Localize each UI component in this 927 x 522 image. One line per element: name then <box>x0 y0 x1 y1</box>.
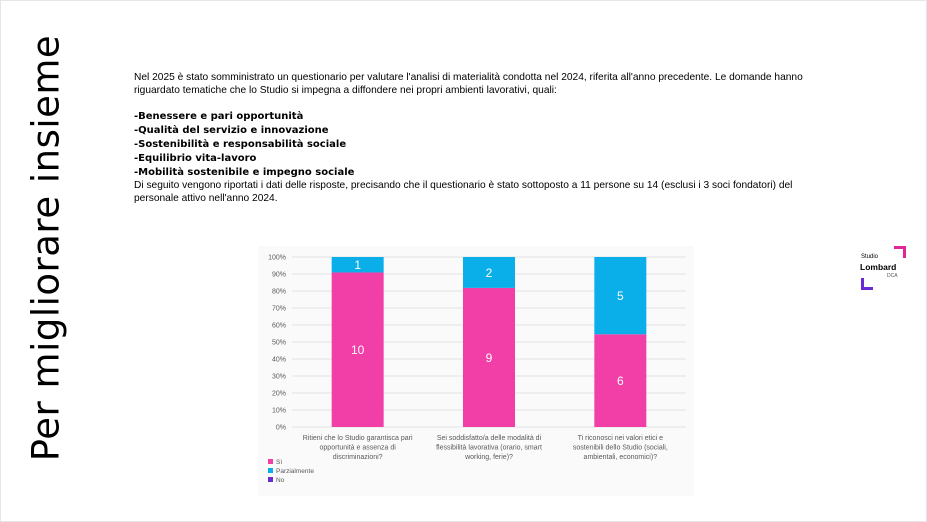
y-tick-label: 10% <box>272 408 286 415</box>
category-label: Ritieni che lo Studio garantisca pari <box>303 435 413 442</box>
category-label: ambientali, economici)? <box>584 454 658 461</box>
category-label: Ti riconosci nei valori etici e <box>578 435 663 442</box>
bar-segment <box>594 257 647 335</box>
legend-label: Sì <box>276 459 282 466</box>
data-label: 5 <box>617 289 624 303</box>
logo-line1: Studio <box>861 254 879 260</box>
y-tick-label: 50% <box>272 340 286 347</box>
y-tick-label: 20% <box>272 391 286 398</box>
logo-line3: DCA <box>887 273 898 279</box>
data-label: 9 <box>486 351 493 365</box>
y-tick-label: 0% <box>276 425 286 432</box>
category-label: opportunità e assenza di <box>320 445 397 452</box>
data-label: 2 <box>486 266 493 280</box>
category-label: sostenibili dello Studio (sociali, <box>573 445 668 452</box>
logo-corner-pink <box>894 246 906 258</box>
topic-item: -Equilibrio vita-lavoro <box>134 153 257 164</box>
topic-item: -Qualità del servizio e innovazione <box>134 125 329 136</box>
data-label: 6 <box>617 374 624 388</box>
note-paragraph: Di seguito vengono riportati i dati dell… <box>134 180 793 204</box>
topics-list: -Benessere e pari opportunità -Qualità d… <box>134 110 834 180</box>
category-label: working, ferie)? <box>464 454 513 461</box>
bar-segment <box>331 272 384 427</box>
legend-swatch <box>268 477 273 482</box>
y-tick-label: 60% <box>272 323 286 330</box>
legend-swatch <box>268 468 273 473</box>
logo-corner-purple <box>861 278 873 290</box>
intro-paragraph: Nel 2025 è stato somministrato un questi… <box>134 72 803 96</box>
logo-line2: Lombard <box>860 262 897 272</box>
studio-logo: Studio Lombard DCA <box>858 244 906 290</box>
topic-item: -Benessere e pari opportunità <box>134 111 304 122</box>
bar-segment <box>463 287 515 427</box>
side-title-text: Per migliorare insieme <box>24 34 68 462</box>
bar-segment <box>594 334 647 427</box>
legend-label: Parzialmente <box>276 468 314 475</box>
bar-segment <box>463 257 515 288</box>
y-tick-label: 30% <box>272 374 286 381</box>
side-title: Per migliorare insieme <box>16 20 76 476</box>
y-tick-label: 100% <box>268 255 286 262</box>
y-tick-label: 90% <box>272 272 286 279</box>
data-label: 1 <box>354 258 361 272</box>
legend-label: No <box>276 477 285 484</box>
category-label: flessibilità lavorativa (orario, smart <box>436 445 542 452</box>
topic-item: -Sostenibilità e responsabilità sociale <box>134 139 347 150</box>
survey-chart: 0% 10% 20% 30% 40% 50% 60% 70% 80% 90% 100% 10 1 Riti… <box>258 246 694 496</box>
category-label: Sei soddisfatto/a delle modalità di <box>437 435 542 442</box>
y-tick-label: 40% <box>272 357 286 364</box>
legend-swatch <box>268 459 273 464</box>
topic-item: -Mobilità sostenibile e impegno sociale <box>134 167 355 178</box>
y-tick-label: 70% <box>272 306 286 313</box>
category-label: discriminazioni? <box>333 454 383 461</box>
bar-segment <box>331 257 384 273</box>
data-label: 10 <box>351 343 365 357</box>
body-text: Nel 2025 è stato somministrato un questi… <box>134 72 834 205</box>
y-tick-label: 80% <box>272 289 286 296</box>
chart-svg: 0% 10% 20% 30% 40% 50% 60% 70% 80% 90% 100% 10 1 Riti… <box>268 255 686 484</box>
